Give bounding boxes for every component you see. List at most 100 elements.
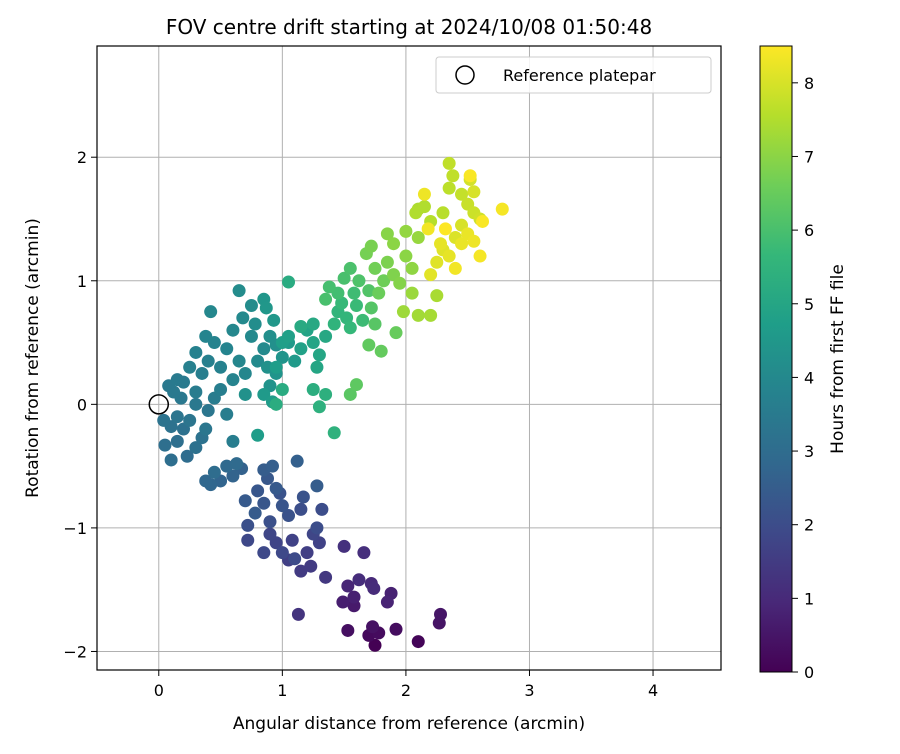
data-point bbox=[248, 317, 262, 331]
data-point bbox=[238, 387, 252, 401]
data-point bbox=[337, 539, 351, 553]
data-point bbox=[357, 546, 371, 560]
data-point bbox=[230, 457, 244, 471]
data-point bbox=[312, 348, 326, 362]
x-tick-label: 4 bbox=[648, 681, 658, 700]
x-tick-label: 3 bbox=[524, 681, 534, 700]
data-point bbox=[220, 342, 234, 356]
data-point bbox=[436, 206, 450, 220]
data-point bbox=[220, 459, 234, 473]
data-point bbox=[327, 426, 341, 440]
data-point bbox=[189, 397, 203, 411]
data-point bbox=[389, 326, 403, 340]
data-point bbox=[199, 422, 213, 436]
colorbar-tick-label: 2 bbox=[804, 516, 814, 535]
data-point bbox=[368, 317, 382, 331]
data-point bbox=[315, 502, 329, 516]
data-point bbox=[473, 249, 487, 263]
data-point bbox=[214, 360, 228, 374]
data-point bbox=[275, 350, 289, 364]
y-tick-label: 2 bbox=[77, 148, 87, 167]
data-point bbox=[442, 249, 456, 263]
data-point bbox=[467, 234, 481, 248]
data-point bbox=[337, 271, 351, 285]
x-axis-label: Angular distance from reference (arcmin) bbox=[233, 714, 585, 734]
data-point bbox=[341, 579, 355, 593]
data-point bbox=[282, 275, 296, 289]
x-axis-ticks: 0 1 2 3 4 bbox=[154, 670, 658, 700]
data-point bbox=[238, 366, 252, 380]
x-tick-label: 2 bbox=[401, 681, 411, 700]
data-point bbox=[310, 360, 324, 374]
legend-reference-marker bbox=[455, 65, 475, 85]
data-point bbox=[430, 289, 444, 303]
data-point bbox=[269, 481, 283, 495]
data-point bbox=[275, 383, 289, 397]
data-point bbox=[352, 274, 366, 288]
reference-platepar-marker bbox=[148, 394, 170, 415]
data-point bbox=[257, 546, 271, 560]
data-point bbox=[327, 317, 341, 331]
data-point bbox=[257, 342, 271, 356]
data-point bbox=[269, 360, 283, 374]
data-point bbox=[306, 336, 320, 350]
data-point bbox=[364, 301, 378, 315]
data-point bbox=[310, 479, 324, 493]
data-point bbox=[343, 261, 357, 275]
data-point bbox=[251, 428, 265, 442]
data-point bbox=[288, 552, 302, 566]
colorbar-tick-label: 5 bbox=[804, 295, 814, 314]
y-tick-label: 1 bbox=[77, 272, 87, 291]
legend-label: Reference platepar bbox=[503, 66, 656, 85]
data-point bbox=[372, 286, 386, 300]
data-point bbox=[467, 185, 481, 199]
data-point bbox=[265, 459, 279, 473]
data-point bbox=[201, 354, 215, 368]
data-point bbox=[343, 321, 357, 335]
data-point bbox=[389, 622, 403, 636]
data-point bbox=[304, 559, 318, 573]
data-point bbox=[170, 434, 184, 448]
data-point bbox=[336, 595, 350, 609]
data-point bbox=[296, 490, 310, 504]
data-point bbox=[214, 383, 228, 397]
data-point bbox=[434, 607, 448, 621]
data-point bbox=[267, 313, 281, 327]
data-point bbox=[347, 286, 361, 300]
y-axis-ticks: −2 −1 0 1 2 bbox=[63, 148, 97, 661]
data-point bbox=[232, 284, 246, 298]
colorbar-tick-label: 3 bbox=[804, 442, 814, 461]
data-point bbox=[442, 156, 456, 170]
data-point bbox=[248, 506, 262, 520]
data-point bbox=[306, 317, 320, 331]
data-point bbox=[421, 222, 435, 236]
data-point bbox=[411, 635, 425, 649]
data-point bbox=[393, 276, 407, 290]
data-point bbox=[424, 308, 438, 322]
data-point bbox=[366, 620, 380, 634]
data-point bbox=[282, 509, 296, 523]
data-point bbox=[257, 496, 271, 510]
data-point bbox=[201, 404, 215, 418]
data-point bbox=[368, 261, 382, 275]
data-point bbox=[463, 169, 477, 183]
y-tick-label: −2 bbox=[63, 642, 87, 661]
data-point bbox=[319, 329, 333, 343]
data-point bbox=[251, 484, 265, 498]
data-point bbox=[269, 397, 283, 411]
data-point bbox=[290, 454, 304, 468]
data-point bbox=[294, 342, 308, 356]
data-point bbox=[377, 274, 391, 288]
data-point bbox=[448, 261, 462, 275]
data-point bbox=[195, 366, 209, 380]
data-point bbox=[285, 533, 299, 547]
data-point bbox=[349, 378, 363, 392]
data-point bbox=[417, 200, 431, 214]
colorbar-gradient bbox=[759, 45, 793, 673]
scatter-points bbox=[157, 156, 509, 652]
data-point bbox=[399, 249, 413, 263]
data-point bbox=[199, 474, 213, 488]
data-point bbox=[438, 222, 452, 236]
colorbar-tick-label: 6 bbox=[804, 221, 814, 240]
data-point bbox=[374, 344, 388, 358]
